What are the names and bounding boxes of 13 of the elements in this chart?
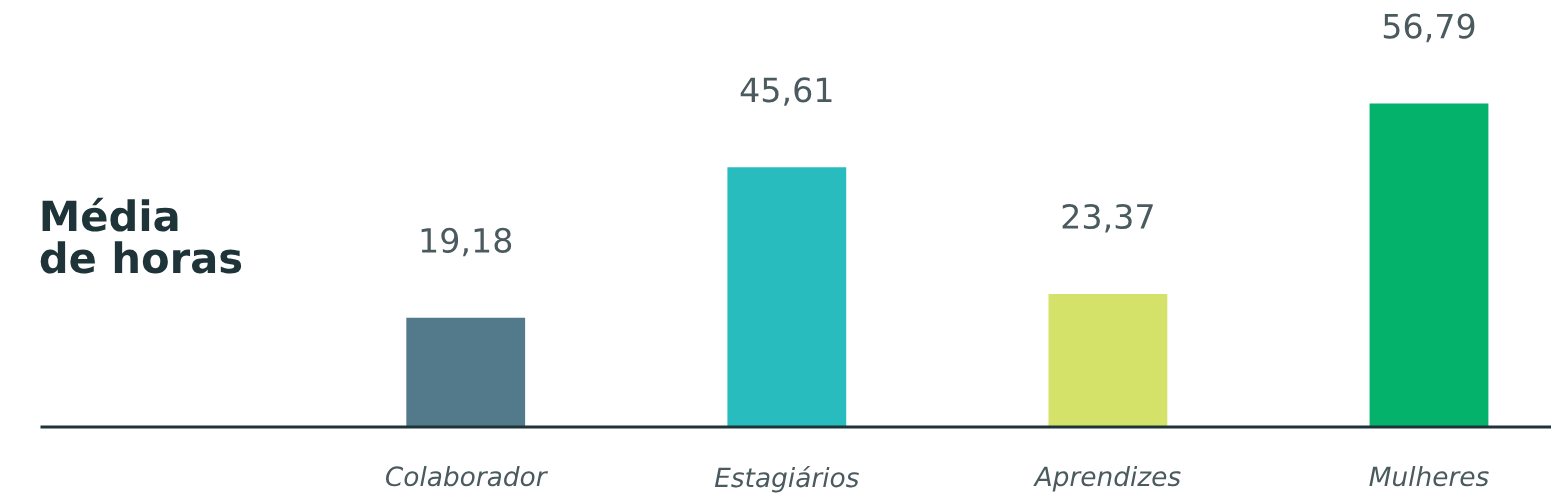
bar: [727, 167, 847, 428]
data-label: 19,18: [421, 227, 512, 257]
x-tick-label: Colaborador: [385, 465, 548, 487]
data-label: 45,61: [740, 77, 832, 106]
bar: [1048, 293, 1168, 428]
bar: [1369, 103, 1489, 428]
x-tick-label: Aprendizes: [1033, 465, 1181, 492]
bar: [406, 317, 526, 428]
x-tick-label: Estagiários: [714, 465, 859, 493]
data-label: 23,37: [1062, 203, 1153, 233]
y-axis-title: Média de horas: [40, 197, 242, 274]
data-label: 56,79: [1383, 13, 1475, 43]
x-tick-label: Mulheres: [1369, 465, 1489, 487]
